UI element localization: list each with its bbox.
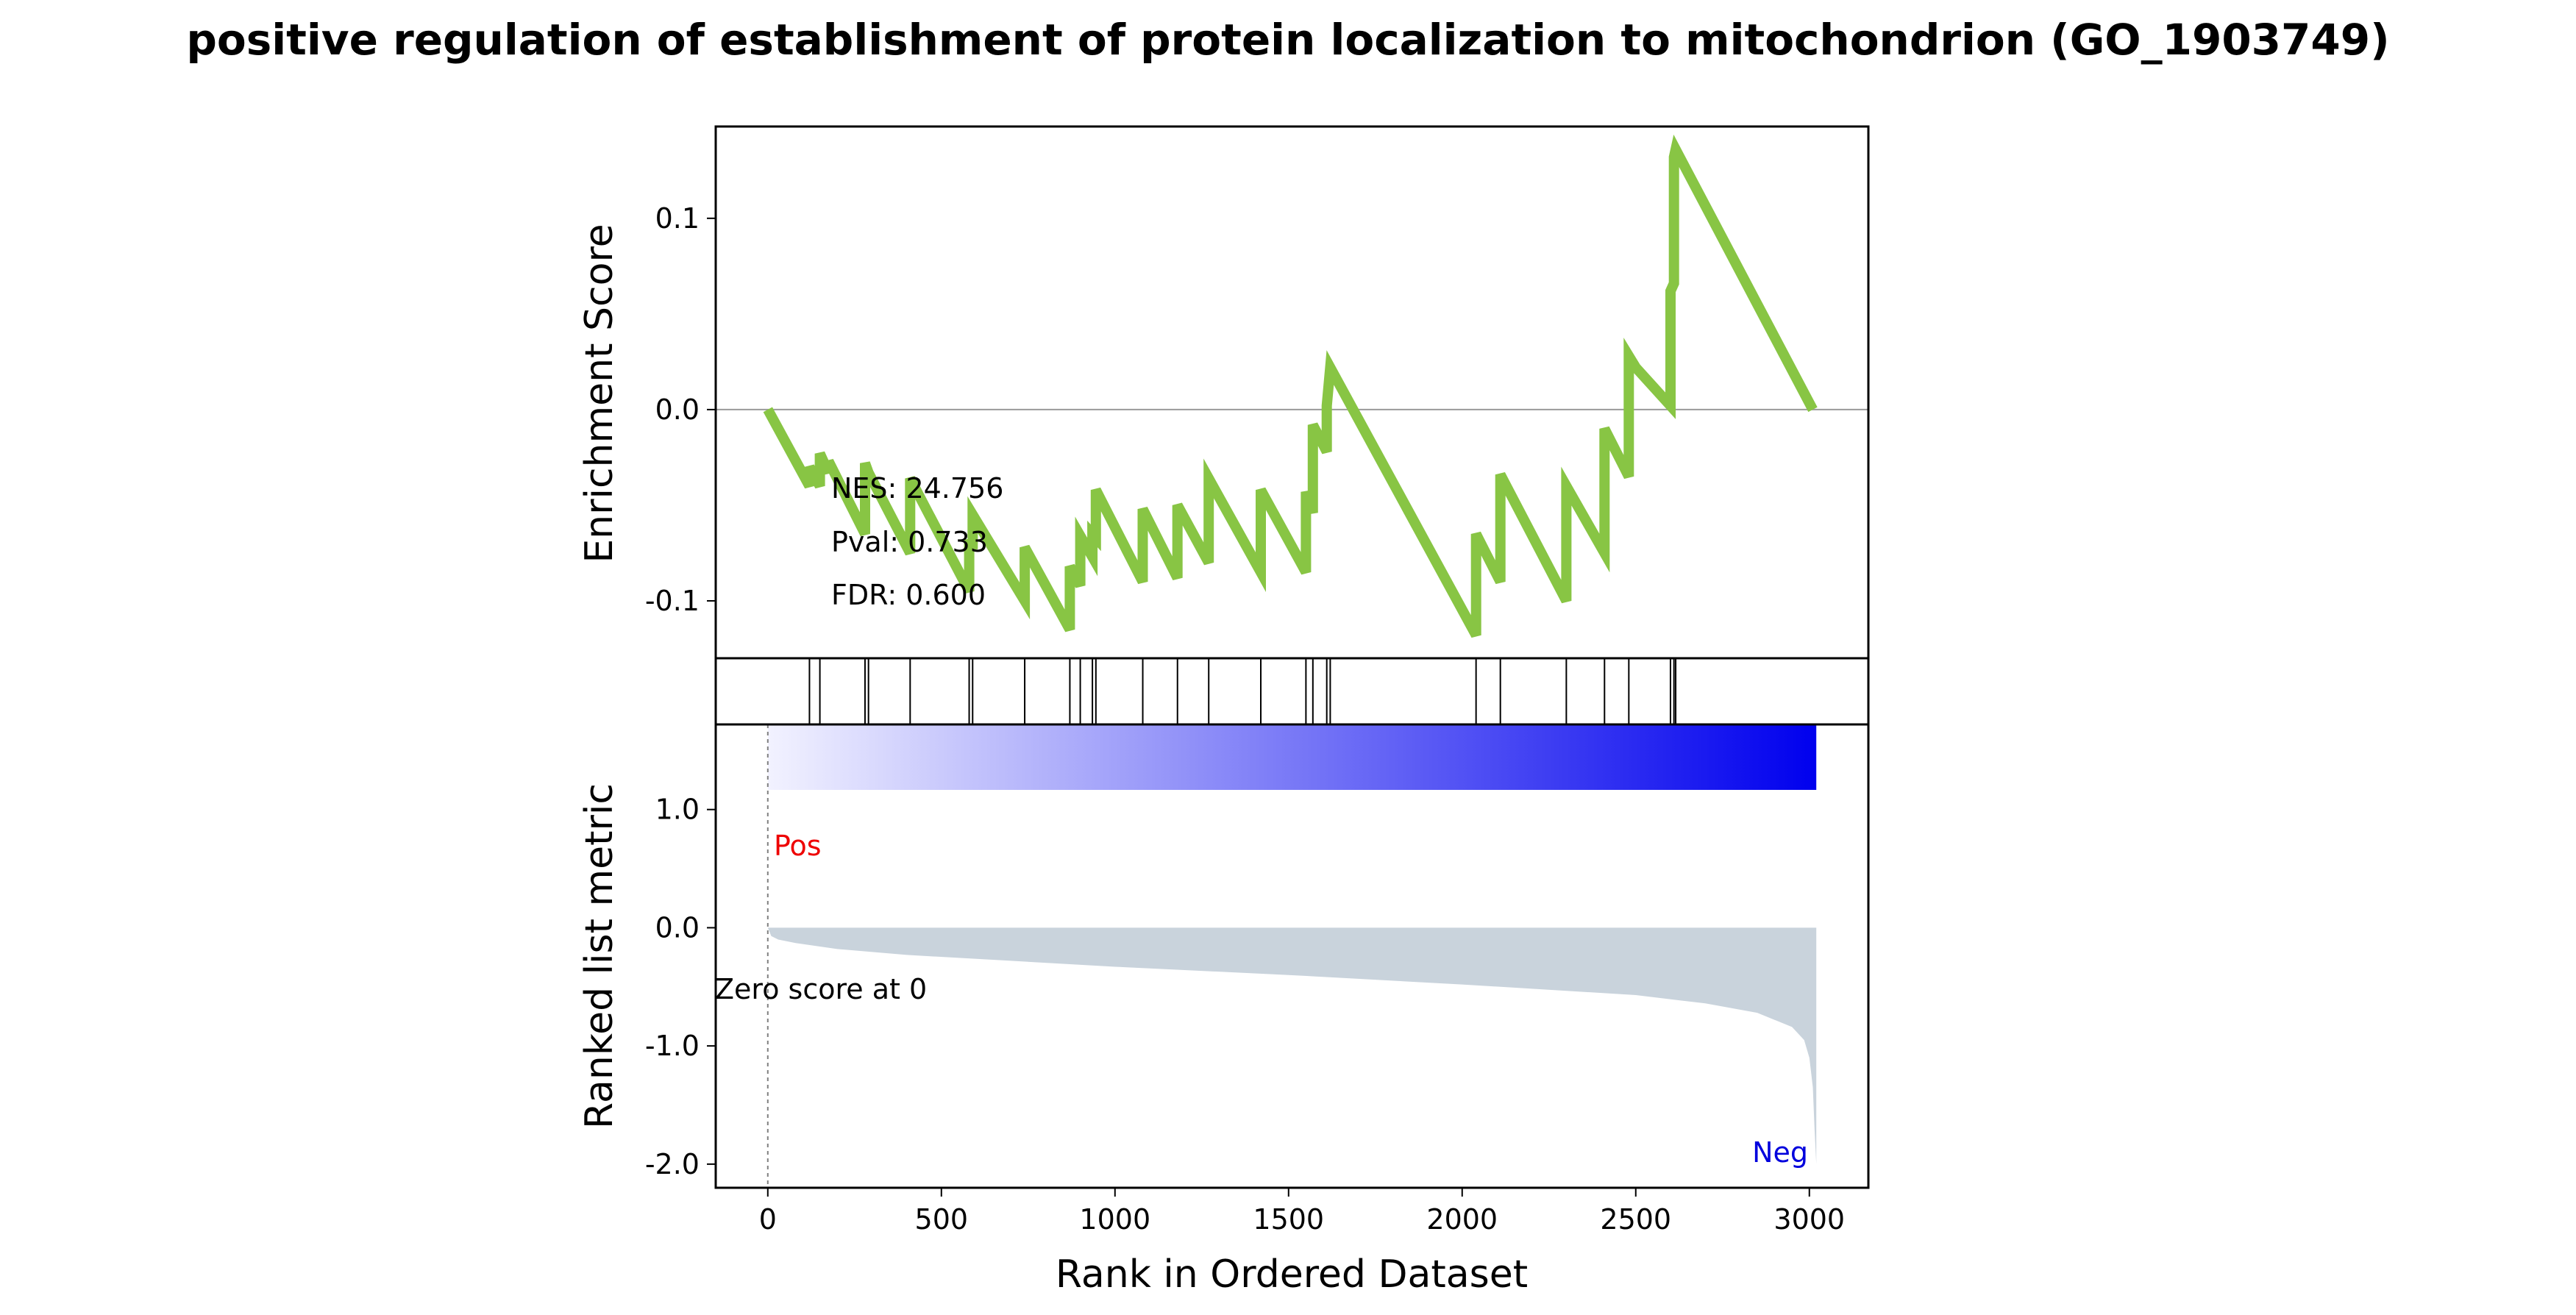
xtick-label: 0 — [759, 1203, 777, 1236]
ranked-frame — [714, 723, 1870, 1189]
es-ytick-label: 0.1 — [655, 202, 700, 235]
xtick-label: 2500 — [1600, 1203, 1671, 1236]
ranked-panel: Pos Neg Zero score at 0 1.0 0.0 -1.0 -2.0 R… — [577, 723, 1870, 1189]
enrichment-score-line — [763, 135, 1818, 638]
x-axis-label: Rank in Ordered Dataset — [1056, 1252, 1528, 1297]
xtick-label: 2000 — [1426, 1203, 1498, 1236]
fdr-label: FDR: 0.600 — [831, 579, 986, 611]
ranked-metric-area — [767, 927, 1817, 1164]
es-ytick-label: -0.1 — [645, 585, 700, 617]
pval-label: Pval: 0.733 — [831, 526, 988, 558]
xtick-label: 1000 — [1079, 1203, 1150, 1236]
xtick-label: 500 — [915, 1203, 969, 1236]
xtick-label: 1500 — [1253, 1203, 1324, 1236]
hits-frame — [714, 657, 1870, 726]
chart-title: positive regulation of establishment of … — [186, 15, 2389, 65]
ranked-ylabel: Ranked list metric — [577, 783, 622, 1129]
hits-panel — [714, 657, 1870, 726]
zero-score-label: Zero score at 0 — [715, 973, 927, 1005]
es-ytick-label: 0.0 — [655, 393, 700, 426]
pos-label: Pos — [774, 830, 822, 862]
rank-ytick-label: -2.0 — [645, 1148, 700, 1180]
nes-label: NES: 24.756 — [831, 472, 1003, 505]
enrichment-ylabel: Enrichment Score — [577, 224, 622, 563]
xtick-label: 3000 — [1773, 1203, 1845, 1236]
rank-ytick-label: -1.0 — [645, 1030, 700, 1062]
rank-ytick-label: 0.0 — [655, 911, 700, 944]
rank-ytick-label: 1.0 — [655, 794, 700, 826]
neg-label: Neg — [1752, 1136, 1808, 1169]
rank-gradient-bar — [767, 724, 1817, 790]
enrichment-panel: 0.1 0.0 -0.1 NES: 24.756 Pval: 0.733 FDR: … — [577, 125, 1870, 660]
